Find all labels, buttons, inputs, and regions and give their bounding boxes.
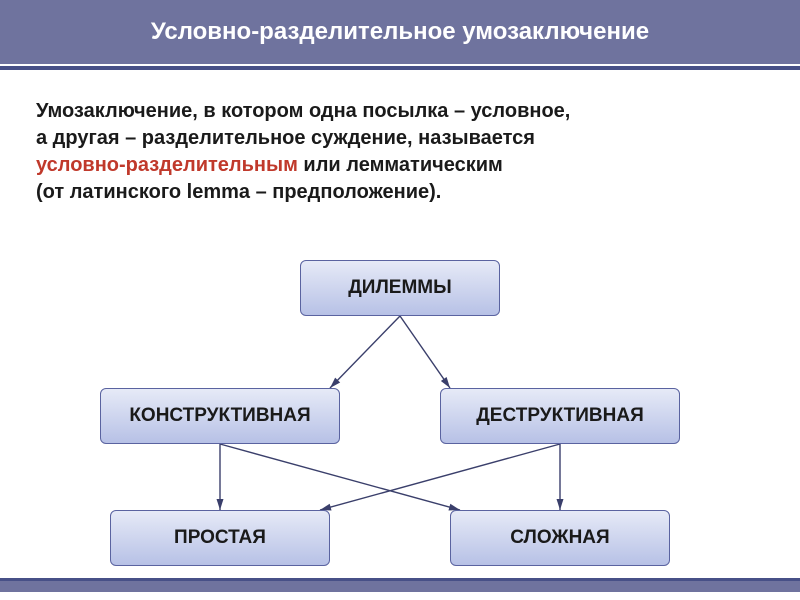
node-simple: ПРОСТАЯ xyxy=(110,510,330,566)
def-line1: Умозаключение, в котором одна посылка – … xyxy=(36,100,570,122)
node-constr-label: КОНСТРУКТИВНАЯ xyxy=(129,405,310,427)
edge-root-constr xyxy=(330,316,400,388)
arrowhead-destr-complex xyxy=(557,499,564,510)
node-simple-label: ПРОСТАЯ xyxy=(174,527,266,549)
slide: Условно-разделительное умозаключение Умо… xyxy=(0,0,800,600)
node-root: ДИЛЕММЫ xyxy=(300,260,500,316)
node-complex-label: СЛОЖНАЯ xyxy=(510,527,609,549)
diagram: ДИЛЕММЫ КОНСТРУКТИВНАЯ ДЕСТРУКТИВНАЯ ПРОСТА… xyxy=(0,260,800,560)
edge-root-destr xyxy=(400,316,450,388)
title-bar: Условно-разделительное умозаключение xyxy=(0,0,800,64)
arrowhead-constr-simple xyxy=(217,499,224,510)
footer-bar xyxy=(0,578,800,592)
def-line3-red: условно-разделительным xyxy=(36,154,298,176)
node-destr: ДЕСТРУКТИВНАЯ xyxy=(440,388,680,444)
node-root-label: ДИЛЕММЫ xyxy=(348,277,451,299)
edge-destr-simple xyxy=(320,444,560,510)
arrowhead-root-constr xyxy=(330,378,340,388)
def-line2: а другая – разделительное суждение, назы… xyxy=(36,127,535,149)
node-complex: СЛОЖНАЯ xyxy=(450,510,670,566)
def-line3b: или лемматическим xyxy=(298,154,503,176)
node-constr: КОНСТРУКТИВНАЯ xyxy=(100,388,340,444)
arrowhead-root-destr xyxy=(441,377,450,388)
edge-constr-complex xyxy=(220,444,460,510)
definition-text: Умозаключение, в котором одна посылка – … xyxy=(0,70,800,216)
slide-title: Условно-разделительное умозаключение xyxy=(151,18,649,46)
def-line4: (от латинского lemma – предположение). xyxy=(36,181,441,203)
node-destr-label: ДЕСТРУКТИВНАЯ xyxy=(476,405,643,427)
